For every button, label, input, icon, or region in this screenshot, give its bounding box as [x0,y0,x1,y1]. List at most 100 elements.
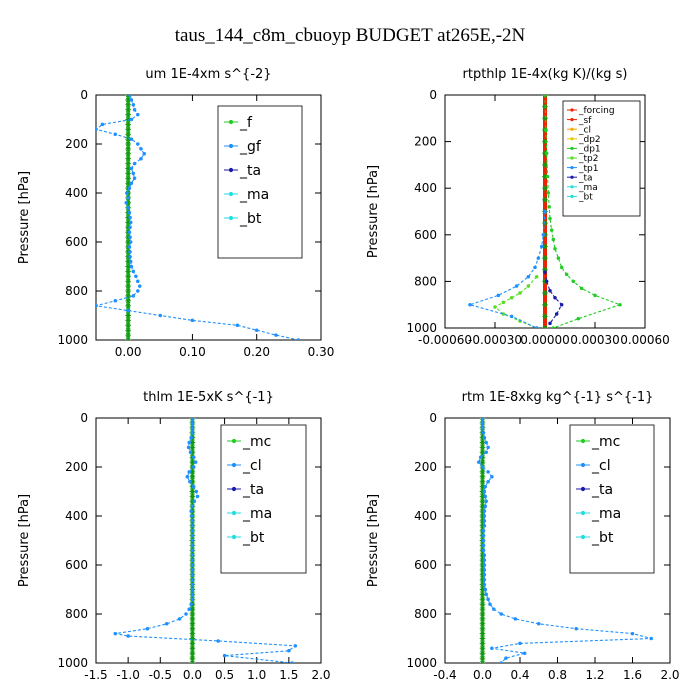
data-point [125,283,131,289]
data-point [125,200,131,206]
y-tick-label: 400 [414,509,437,523]
data-point [145,626,150,631]
data-point [579,286,584,291]
y-tick-label: 0 [429,88,437,102]
data-point [125,165,131,172]
data-point [128,250,132,254]
data-point [189,478,196,485]
plot-frame [95,417,322,664]
data-point [649,636,654,641]
data-point [479,650,486,656]
data-point [479,454,486,460]
data-point [125,234,131,240]
data-point [189,635,196,642]
data-point [190,587,195,592]
data-point [479,478,486,485]
x-tick-label: -0.00060 [418,333,472,347]
data-point [189,439,196,446]
panel-title: rtpthlp 1E-4x(kg K)/(kg s) [463,67,628,82]
data-point [189,655,196,661]
data-point [482,573,487,577]
data-point [542,197,548,203]
data-point [189,621,196,627]
data-point [556,256,561,260]
data-point [128,235,132,239]
y-axis-label: Pressure [hPa] [17,494,32,587]
data-point [190,524,195,528]
data-point [125,239,131,245]
data-point [484,592,489,597]
data-point [125,317,131,324]
legend-label: _ma [578,183,598,193]
data-point [490,475,494,479]
data-point [479,586,486,593]
data-point [125,332,131,338]
legend-label: _cl [578,125,591,135]
data-point [481,538,486,543]
legend-label: _cl [591,458,611,474]
data-point [129,98,134,102]
data-point [479,601,486,607]
data-point [125,224,131,231]
data-point [129,137,134,141]
data-point [189,640,196,647]
x-tick-label: -1.0 [116,668,139,682]
y-tick-label: 1000 [406,656,437,670]
data-point [486,470,490,474]
data-point [593,293,597,298]
data-point [296,338,301,340]
data-point [190,558,195,562]
legend-label: _sf [578,116,592,126]
legend-label: _ta [239,163,261,179]
data-point [186,445,191,450]
data-point [513,617,518,621]
data-point [542,173,548,180]
x-tick-label: 0.10 [179,345,206,359]
data-point [499,661,504,663]
y-tick-label: 0 [80,411,88,425]
x-tick-label: -0.4 [433,668,456,682]
data-point [125,141,131,147]
data-point [570,127,574,131]
data-point [484,450,489,455]
y-tick-label: 800 [65,607,88,621]
data-point [131,171,136,176]
data-point [483,484,488,489]
data-point [542,138,548,145]
y-tick-label: 600 [65,558,88,572]
data-point [570,137,574,141]
legend-label: _ta [591,482,613,498]
data-point [190,519,195,523]
legend-label: _ma [239,187,269,203]
x-tick-label: 0.0 [183,668,202,682]
data-point [189,650,196,656]
y-tick-label: 1000 [406,321,437,335]
data-point [194,489,199,494]
data-point [125,263,131,270]
chart-panel-2: rtpthlp 1E-4x(kg K)/(kg s) Pressure [hPa]… [366,67,670,347]
data-point [541,233,546,237]
data-point [479,523,486,529]
data-point [480,426,485,430]
data-point [191,465,196,469]
data-point [125,278,131,284]
data-point [190,592,195,597]
data-point [189,444,196,451]
x-tick-label: 0.5 [215,668,234,682]
chart-panel-3: thlm 1E-5xK s^{-1} Pressure [hPa] -1.5 -1.0… [17,390,331,682]
x-tick-label: -0.00030 [468,333,522,347]
data-point [526,284,531,288]
chart-panel-1: um 1E-4xm s^{-2} Pressure [hPa] 0.00 0.10 0.… [17,67,334,359]
data-point [164,622,169,626]
data-point [481,533,486,538]
legend-label: _cl [242,458,262,474]
data-point [125,253,131,260]
panel-title: thlm 1E-5xK s^{-1} [143,390,274,405]
data-point [549,228,554,232]
data-point [548,288,552,293]
data-point [479,552,486,558]
data-point [189,449,196,456]
data-point [546,191,551,195]
data-point [539,244,544,249]
data-point [125,155,131,162]
